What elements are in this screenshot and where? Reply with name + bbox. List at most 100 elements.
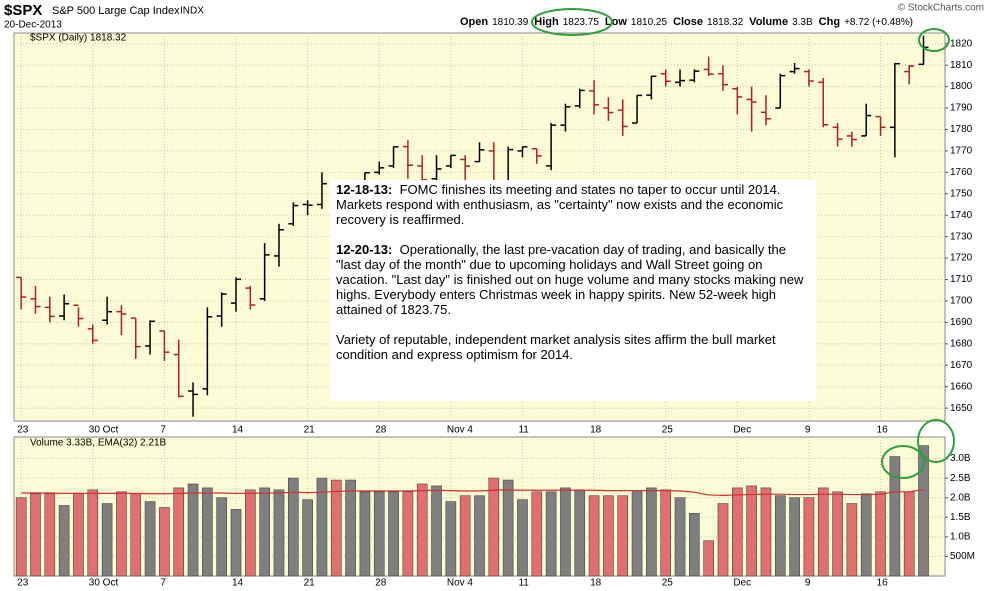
volume-bar bbox=[373, 491, 385, 577]
volume-bar bbox=[502, 479, 514, 577]
annotation-box: 12-18-13: FOMC finishes its meeting and … bbox=[330, 180, 816, 401]
index-name: S&P 500 Large Cap Index bbox=[52, 5, 180, 17]
volume-bar bbox=[459, 495, 471, 577]
volume-bar bbox=[588, 495, 600, 577]
volume-bar bbox=[245, 489, 256, 577]
volume-bar bbox=[388, 491, 399, 577]
x-tick-label: 14 bbox=[232, 578, 244, 589]
x-tick-label: 18 bbox=[590, 425, 602, 436]
y-tick-label: 1790 bbox=[950, 103, 973, 114]
volume-bar bbox=[545, 491, 557, 577]
x-tick-label: 14 bbox=[232, 425, 244, 436]
panel: 500M 1.0B 1.5B 2.0B 2.5B 3.0B 23 30 Oct 7 14 21 28 N… bbox=[13, 436, 975, 589]
x-tick-label: 25 bbox=[662, 425, 674, 436]
quote-value: 1823.75 bbox=[563, 17, 600, 28]
y-tick-label: 1810 bbox=[950, 60, 973, 71]
volume-bar bbox=[474, 495, 485, 577]
x-tick-label: 9 bbox=[805, 578, 811, 589]
x-tick-label: 28 bbox=[375, 425, 387, 436]
y-tick-label: 1760 bbox=[950, 167, 973, 178]
quote-value: 1818.32 bbox=[707, 17, 744, 28]
annotation-text: FOMC finishes its meeting and states no … bbox=[336, 182, 784, 227]
volume-bar bbox=[803, 497, 815, 577]
volume-bar bbox=[703, 540, 714, 577]
highlight bbox=[531, 8, 613, 36]
volume-bar bbox=[531, 491, 543, 577]
y-tick-label: 2.5B bbox=[950, 473, 971, 484]
x-tick-label: 11 bbox=[518, 578, 529, 589]
x-tick-label: Dec bbox=[733, 578, 751, 589]
y-tick-label: 1740 bbox=[950, 210, 973, 221]
y-tick-label: 1730 bbox=[950, 231, 973, 242]
volume-bar bbox=[918, 445, 929, 577]
y-tick-label: 1.5B bbox=[950, 512, 971, 523]
highlight bbox=[881, 445, 925, 479]
x-tick-label: 11 bbox=[518, 425, 529, 436]
volume-bar bbox=[273, 489, 285, 577]
volume-bar bbox=[889, 456, 901, 577]
volume-bar bbox=[660, 489, 672, 577]
y-tick-label: 1660 bbox=[950, 381, 973, 392]
y-tick-label: 1.0B bbox=[950, 531, 971, 542]
volume-bar bbox=[130, 493, 142, 577]
volume-bar bbox=[789, 497, 800, 577]
x-tick-label: 21 bbox=[304, 578, 316, 589]
volume-bar bbox=[774, 495, 786, 577]
x-tick-label: 16 bbox=[877, 425, 889, 436]
x-tick-label: 28 bbox=[375, 578, 387, 589]
y-tick-label: 2.0B bbox=[950, 492, 971, 503]
legend: Volume 3.33B, EMA(32) 2.21B bbox=[30, 438, 167, 449]
x-tick-label: 21 bbox=[304, 425, 316, 436]
x-tick-label: Dec bbox=[733, 425, 751, 436]
quote-value: 1810.39 bbox=[492, 17, 529, 28]
highlight bbox=[918, 28, 950, 52]
volume-bar bbox=[330, 479, 342, 577]
x-tick-label: 9 bbox=[805, 425, 811, 436]
credit: © StockCharts.com bbox=[898, 3, 984, 14]
volume-bar bbox=[603, 495, 614, 577]
volume-bar bbox=[574, 489, 586, 577]
legend: $SPX (Daily) 1818.32 bbox=[30, 33, 127, 44]
annotation-text: Operationally, the last pre-vacation day… bbox=[336, 242, 804, 317]
quote-label: Volume bbox=[749, 16, 788, 28]
volume-bar bbox=[646, 487, 657, 577]
volume-bar bbox=[187, 483, 199, 577]
annotation: 12-18-13: FOMC finishes its meeting and … bbox=[336, 182, 810, 227]
volume-bar bbox=[717, 503, 729, 577]
y-tick-label: 1720 bbox=[950, 253, 973, 264]
volume-bar bbox=[202, 487, 213, 577]
volume-bar bbox=[345, 479, 356, 577]
y-tick-label: 1770 bbox=[950, 146, 973, 157]
y-tick-label: 1690 bbox=[950, 317, 973, 328]
volume-bar bbox=[746, 485, 757, 577]
exchange: INDX bbox=[180, 6, 204, 17]
volume-bar bbox=[617, 495, 629, 577]
x-tick-label: 7 bbox=[160, 578, 166, 589]
annotation: Variety of reputable, independent market… bbox=[336, 332, 810, 362]
volume-bar bbox=[875, 491, 886, 577]
volume-bar bbox=[431, 485, 442, 577]
y-tick-label: 500M bbox=[950, 551, 975, 562]
volume-bar bbox=[173, 487, 185, 577]
quote-label: Low bbox=[605, 16, 627, 28]
y-tick-label: 1650 bbox=[950, 403, 973, 414]
y-tick-label: 1680 bbox=[950, 338, 973, 349]
quote-label: Chg bbox=[819, 16, 840, 28]
volume-bar bbox=[116, 491, 127, 577]
quote-label: Open bbox=[460, 16, 488, 28]
volume-bar bbox=[445, 501, 457, 577]
x-tick-label: 30 Oct bbox=[89, 425, 119, 436]
volume-bar bbox=[402, 491, 414, 577]
quote: Open 1810.39 High 1823.75 Low 1810.25 Close 181… bbox=[460, 16, 913, 28]
annotation-date: 12-18-13: bbox=[336, 182, 393, 197]
ema-line bbox=[21, 488, 924, 496]
y-tick-label: 1780 bbox=[950, 124, 973, 135]
date: 20-Dec-2013 bbox=[4, 20, 62, 31]
volume-bar bbox=[302, 499, 313, 577]
x-tick-label: 23 bbox=[17, 578, 29, 589]
volume-bar bbox=[488, 477, 500, 577]
volume-bar bbox=[44, 493, 56, 577]
volume-bar bbox=[30, 493, 41, 577]
volume-bar bbox=[560, 487, 571, 577]
